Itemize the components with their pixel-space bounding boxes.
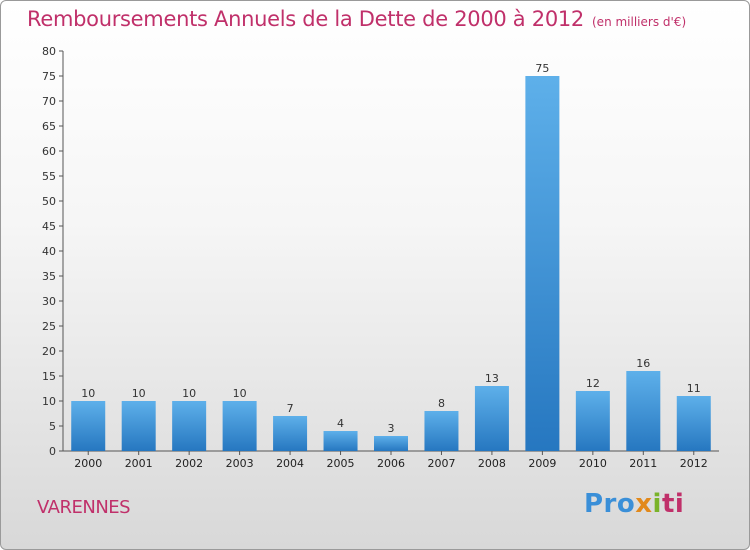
y-tick-label: 65 [42,120,56,133]
bar [323,431,358,451]
y-tick-label: 80 [42,45,56,58]
bar [222,401,257,451]
x-tick-label: 2007 [427,457,455,470]
x-tick-label: 2004 [276,457,304,470]
y-tick-label: 55 [42,170,56,183]
y-tick-label: 40 [42,245,56,258]
x-tick-label: 2005 [327,457,355,470]
y-tick-label: 0 [49,445,56,458]
y-tick-label: 10 [42,395,56,408]
x-tick-label: 2003 [226,457,254,470]
bar [424,411,459,451]
data-label: 75 [535,62,549,75]
bar [626,371,661,451]
x-tick-label: 2002 [175,457,203,470]
data-label: 12 [586,377,600,390]
data-label: 10 [233,387,247,400]
x-tick-label: 2012 [680,457,708,470]
data-label: 13 [485,372,499,385]
y-tick-label: 30 [42,295,56,308]
bar [172,401,207,451]
bar [676,396,711,451]
proxiti-logo: Proxiti [584,489,685,519]
chart-title-text: Remboursements Annuels de la Dette de 20… [27,7,584,31]
x-tick-label: 2011 [629,457,657,470]
data-label: 4 [337,417,344,430]
data-label: 3 [388,422,395,435]
bar [71,401,106,451]
y-tick-label: 50 [42,195,56,208]
data-label: 10 [81,387,95,400]
chart-labels: 2000 10 2001 10 2002 10 2003 10 2004 7 2005 4 2006 3 2… [74,62,708,470]
chart-title: Remboursements Annuels de la Dette de 20… [27,7,686,31]
data-label: 7 [287,402,294,415]
y-tick-label: 70 [42,95,56,108]
y-tick-label: 15 [42,370,56,383]
bar [575,391,610,451]
bar [374,436,408,451]
chart-subtitle: (en milliers d'€) [592,15,687,29]
data-label: 10 [182,387,196,400]
data-label: 16 [636,357,650,370]
y-tick-label: 60 [42,145,56,158]
commune-name: VARENNES [37,497,131,518]
y-tick-label: 20 [42,345,56,358]
data-label: 11 [687,382,701,395]
bar [525,76,560,451]
y-tick-label: 5 [49,420,56,433]
x-tick-label: 2009 [528,457,556,470]
y-tick-label: 35 [42,270,56,283]
x-tick-label: 2001 [125,457,153,470]
x-tick-label: 2006 [377,457,405,470]
bar [121,401,156,451]
data-label: 8 [438,397,445,410]
chart-bars [71,76,711,451]
bar [273,416,308,451]
y-tick-label: 75 [42,70,56,83]
x-tick-label: 2000 [74,457,102,470]
bar [474,386,509,451]
x-tick-label: 2010 [579,457,607,470]
chart-axes: 0 5 10 15 20 25 30 35 40 45 50 55 60 65 70 75 80 [42,45,719,458]
y-tick-label: 25 [42,320,56,333]
x-tick-label: 2008 [478,457,506,470]
y-tick-label: 45 [42,220,56,233]
data-label: 10 [132,387,146,400]
